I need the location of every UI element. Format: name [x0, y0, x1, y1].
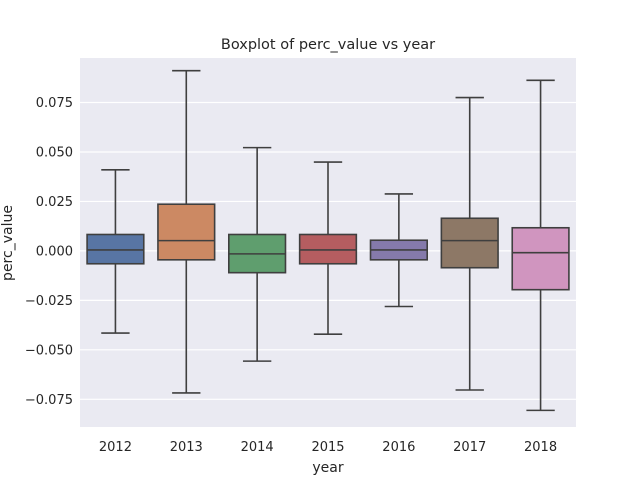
- iqr-box: [511, 226, 570, 291]
- iqr-box: [157, 203, 216, 261]
- y-axis-label: perc_value: [0, 205, 16, 281]
- y-tick-label: 0.025: [36, 195, 73, 210]
- y-tick-label: 0.075: [36, 96, 73, 111]
- box-2014: [228, 146, 287, 362]
- x-tick-labels: 2012 2013 2014 2015 2016 2017 2018: [99, 440, 557, 455]
- y-tick-label: 0.050: [36, 145, 73, 160]
- chart-title: Boxplot of perc_value vs year: [221, 37, 435, 53]
- x-tick-label: 2018: [524, 440, 557, 455]
- box-2017: [440, 96, 499, 391]
- x-tick-label: 2013: [170, 440, 203, 455]
- x-tick-label: 2016: [382, 440, 415, 455]
- iqr-box: [440, 217, 499, 269]
- x-axis-label: year: [312, 460, 343, 476]
- y-tick-label: −0.050: [25, 343, 73, 358]
- box-2012: [86, 168, 145, 334]
- y-tick-labels: −0.075 −0.050 −0.025 0.000 0.025 0.050 0.075: [25, 96, 73, 408]
- y-tick-label: −0.025: [25, 294, 73, 309]
- box-2018: [511, 79, 570, 412]
- box-2016: [369, 193, 428, 308]
- box-2015: [298, 161, 358, 336]
- y-tick-label: 0.000: [36, 244, 73, 259]
- x-tick-label: 2015: [311, 440, 344, 455]
- x-tick-label: 2012: [99, 440, 132, 455]
- y-tick-label: −0.075: [25, 393, 73, 408]
- box-2013: [157, 69, 216, 394]
- x-tick-label: 2017: [453, 440, 486, 455]
- boxes: [86, 69, 570, 412]
- x-tick-label: 2014: [241, 440, 274, 455]
